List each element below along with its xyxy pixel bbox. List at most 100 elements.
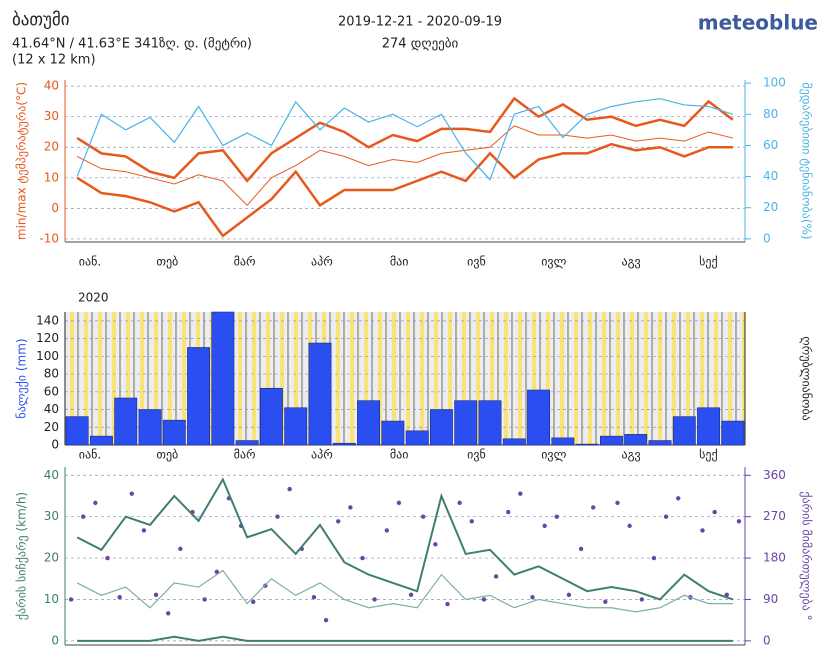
y2-axis-label: შედარებითი ტენიანობა(%) bbox=[800, 82, 814, 239]
direction-point bbox=[336, 519, 341, 524]
y-axis-label: ნალექი (mm) bbox=[15, 338, 29, 418]
direction-point bbox=[542, 523, 547, 529]
y-tick-label: 20 bbox=[44, 140, 59, 154]
bar bbox=[357, 400, 381, 446]
direction-point bbox=[700, 528, 705, 533]
y-axis-label: min/max ტემპერატურა(°C) bbox=[15, 82, 29, 240]
bar bbox=[527, 389, 551, 446]
grid-size: (12 x 12 km) bbox=[12, 53, 96, 68]
direction-point bbox=[275, 514, 280, 519]
bar bbox=[624, 434, 648, 446]
bar bbox=[381, 420, 405, 446]
month-label: აგვ bbox=[621, 255, 640, 269]
direction-point bbox=[348, 505, 353, 510]
coords: 41.64°N / 41.63°E 341ზღ. დ. (მეტრი) bbox=[12, 37, 252, 52]
y-tick-label: 100 bbox=[36, 349, 59, 363]
y-tick-label: 0 bbox=[51, 633, 59, 647]
month-label: მარ bbox=[234, 255, 256, 269]
month-label: აპრ bbox=[311, 255, 333, 269]
y-tick-label: -10 bbox=[39, 231, 59, 245]
month-label: ივლ bbox=[541, 448, 566, 462]
direction-point bbox=[627, 523, 632, 529]
direction-point bbox=[712, 509, 717, 515]
direction-point bbox=[408, 592, 414, 598]
y2-tick-label: 270 bbox=[763, 509, 786, 523]
direction-point bbox=[396, 500, 402, 506]
y-tick-label: 80 bbox=[44, 367, 59, 381]
bar bbox=[454, 400, 478, 446]
bar bbox=[697, 407, 721, 446]
direction-point bbox=[178, 546, 183, 552]
y2-tick-label: 0 bbox=[763, 231, 771, 245]
series-line bbox=[76, 142, 733, 238]
bar bbox=[259, 387, 283, 446]
month-label: მარ bbox=[234, 448, 256, 462]
direction-point bbox=[554, 514, 559, 519]
direction-point bbox=[651, 555, 657, 561]
bar bbox=[308, 342, 332, 446]
y2-tick-label: 0 bbox=[763, 633, 771, 647]
bar bbox=[502, 438, 526, 446]
direction-point bbox=[676, 496, 681, 501]
direction-point bbox=[639, 597, 644, 602]
y-tick-label: 120 bbox=[36, 331, 59, 345]
bar bbox=[65, 416, 89, 446]
direction-point bbox=[506, 509, 511, 515]
days: 274 დღეები bbox=[382, 37, 459, 52]
year-label: 2020 bbox=[78, 291, 109, 305]
series-line bbox=[77, 635, 733, 642]
direction-point bbox=[360, 555, 365, 561]
bar bbox=[551, 437, 575, 446]
title: ბათუმი bbox=[12, 10, 70, 30]
y2-tick-label: 40 bbox=[763, 169, 778, 183]
month-label: ივნ bbox=[467, 448, 486, 462]
y-tick-label: 20 bbox=[44, 420, 59, 434]
series-line bbox=[76, 569, 733, 613]
direction-point bbox=[287, 486, 292, 492]
month-label: იან. bbox=[79, 448, 101, 462]
month-label: ივნ bbox=[467, 255, 486, 269]
direction-point bbox=[202, 597, 207, 602]
bar bbox=[405, 430, 429, 446]
month-label: ივლ bbox=[541, 255, 566, 269]
direction-point bbox=[323, 617, 329, 623]
bar bbox=[672, 416, 696, 446]
y2-tick-label: 360 bbox=[763, 468, 786, 482]
direction-point bbox=[433, 542, 438, 547]
direction-point bbox=[663, 514, 669, 519]
series-line bbox=[76, 125, 733, 207]
direction-point bbox=[615, 500, 620, 506]
month-label: იან. bbox=[79, 255, 101, 269]
direction-point bbox=[117, 594, 122, 600]
bar bbox=[114, 397, 138, 446]
y2-tick-label: 100 bbox=[763, 76, 786, 90]
direction-point bbox=[372, 597, 377, 602]
direction-point bbox=[481, 597, 487, 602]
y-tick-label: 30 bbox=[44, 109, 59, 123]
bar bbox=[162, 419, 186, 446]
direction-point bbox=[566, 592, 572, 598]
bar bbox=[648, 440, 672, 446]
bar bbox=[138, 409, 162, 446]
y-tick-label: 140 bbox=[36, 313, 59, 327]
y-tick-label: 10 bbox=[44, 170, 59, 184]
month-label: თებ bbox=[156, 448, 178, 462]
direction-point bbox=[311, 594, 317, 600]
month-label: აგვ bbox=[621, 448, 640, 462]
direction-point bbox=[445, 601, 450, 607]
direction-point bbox=[93, 500, 98, 506]
direction-point bbox=[421, 514, 426, 519]
y-tick-label: 40 bbox=[44, 468, 59, 482]
month-label: მაი bbox=[390, 448, 409, 462]
direction-point bbox=[384, 528, 389, 533]
direction-point bbox=[591, 505, 596, 510]
direction-point bbox=[457, 500, 462, 506]
y2-tick-label: 90 bbox=[763, 592, 778, 606]
direction-point bbox=[493, 574, 499, 579]
series-line bbox=[76, 96, 734, 183]
month-label: თებ bbox=[156, 255, 178, 269]
y2-axis-label: ქარის მიმართულება ° bbox=[800, 491, 814, 620]
direction-point bbox=[153, 592, 159, 598]
bar bbox=[599, 435, 623, 446]
